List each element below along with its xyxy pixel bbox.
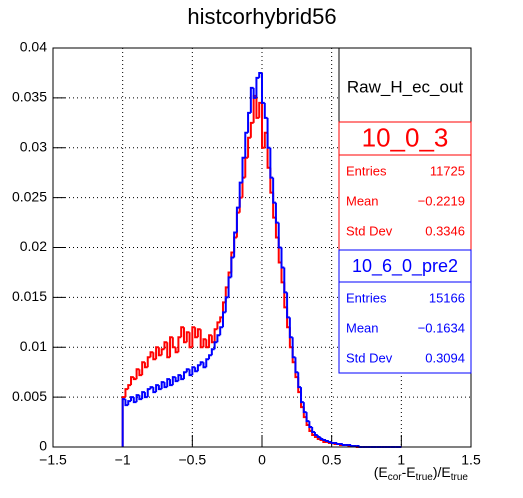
- legend-entry: 10_0_3: [362, 122, 449, 152]
- stats-title-box: [338, 249, 472, 283]
- x-axis-label: (Ecor-Etrue)/Etrue: [374, 464, 469, 483]
- x-label-part: )/E: [433, 464, 451, 480]
- stats-label: Mean: [346, 193, 379, 208]
- stats-value: 0.3094: [425, 350, 465, 365]
- histogram-bin: [233, 231, 237, 258]
- histogram-bin: [247, 111, 251, 133]
- stats-label: Entries: [346, 163, 387, 178]
- y-tick-label: 0.035: [12, 89, 47, 105]
- histogram-bin: [216, 321, 221, 330]
- histogram-bin: [249, 121, 254, 138]
- histogram-bin: [141, 361, 145, 376]
- histogram-bin: [350, 445, 354, 448]
- y-tick-label: 0.04: [20, 39, 47, 55]
- x-tick-label: 1: [397, 452, 405, 468]
- histogram-bin: [341, 444, 346, 447]
- x-tick-label: 0.5: [322, 452, 342, 468]
- x-label-part: -E: [402, 464, 416, 480]
- stats-label: Mean: [346, 320, 379, 335]
- histogram-bin: [199, 361, 204, 366]
- histogram-bin: [149, 351, 154, 358]
- x-tick-label: −1: [115, 452, 131, 468]
- y-tick-label: 0.03: [20, 138, 47, 154]
- histogram-bin: [152, 387, 157, 394]
- x-label-part: (E: [374, 464, 388, 480]
- stats-value: 15166: [429, 290, 465, 305]
- histogram-bin: [322, 439, 327, 442]
- x-label-sub: true: [416, 472, 434, 483]
- stats-header: Raw_H_ec_out: [347, 77, 464, 96]
- histogram-bin: [182, 371, 187, 380]
- stats-value: 11725: [430, 163, 465, 178]
- stats-box: [338, 281, 472, 374]
- histogram-bin: [238, 181, 243, 208]
- x-label-sub: cor: [388, 472, 403, 483]
- stats-value: 0.3346: [425, 223, 465, 238]
- histogram-bin: [327, 441, 332, 444]
- histogram-bin: [336, 443, 341, 446]
- y-tick-label: 0.015: [12, 288, 47, 304]
- stats-label: Entries: [346, 290, 387, 305]
- stats-header-box: [338, 47, 472, 123]
- y-tick-label: 0.005: [12, 388, 47, 404]
- histogram-bin: [325, 440, 329, 443]
- y-tick-label: 0.025: [12, 188, 47, 204]
- histogram-bin: [302, 402, 307, 414]
- histogram-bin: [244, 131, 249, 158]
- histogram-bin: [300, 387, 304, 404]
- stats-value: −0.2219: [418, 193, 465, 208]
- stats-box: [338, 154, 472, 251]
- x-tick-label: −0.5: [179, 452, 207, 468]
- x-tick-label: 1.5: [461, 452, 481, 468]
- x-tick-label: −1.5: [39, 452, 67, 468]
- y-tick-label: 0.01: [20, 338, 47, 354]
- x-tick-label: 0: [258, 452, 266, 468]
- histogram-bin: [182, 327, 187, 344]
- histogram-bin: [213, 341, 218, 350]
- y-tick-label: 0.02: [20, 238, 47, 254]
- stats-value: −0.1634: [418, 320, 465, 335]
- stats-title-box: [338, 121, 472, 156]
- legend-entry: 10_6_0_pre2: [352, 256, 458, 277]
- x-label-sub: true: [451, 472, 469, 483]
- histogram-bin: [330, 442, 335, 445]
- stats-label: Std Dev: [346, 223, 393, 238]
- y-tick-label: 0: [39, 438, 47, 454]
- chart-title: histcorhybrid56: [187, 4, 336, 29]
- stats-label: Std Dev: [346, 350, 393, 365]
